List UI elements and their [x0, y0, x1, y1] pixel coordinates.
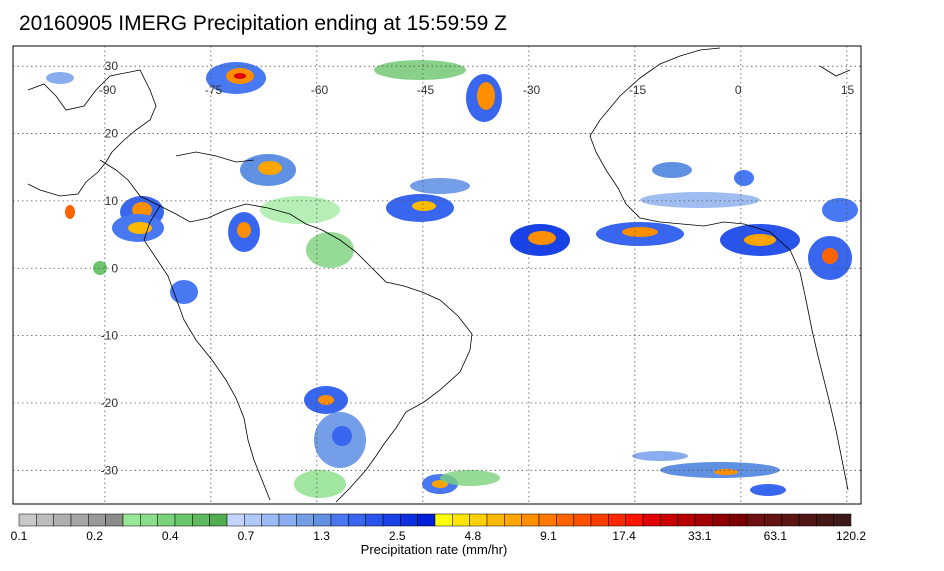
latitude-label: -20 [101, 396, 119, 410]
colorbar-swatch [174, 513, 193, 527]
colorbar-swatch [798, 513, 817, 527]
colorbar-swatch [625, 513, 644, 527]
latitude-labels: 30 20 10 0 -10 -20 -30 [101, 59, 119, 477]
colorbar-swatch [434, 513, 453, 527]
colorbar-swatch [417, 513, 436, 527]
colorbar-swatch [452, 513, 470, 527]
longitude-labels: -90 -75 -60 -45 -30 -15 0 15 [99, 83, 855, 97]
colorbar-swatch [330, 513, 349, 527]
colorbar-tick-label: 0.7 [238, 529, 255, 543]
colorbar-tick-label: 17.4 [612, 529, 636, 543]
latitude-label: 20 [105, 127, 119, 141]
colorbar-tick-label: 33.1 [688, 529, 712, 543]
colorbar-swatch [746, 513, 765, 527]
latitude-label: 0 [111, 261, 118, 275]
colorbar-swatch [88, 513, 106, 527]
colorbar-swatch [313, 513, 332, 527]
longitude-label: -15 [629, 83, 647, 97]
page-title: 20160905 IMERG Precipitation ending at 1… [19, 12, 507, 35]
colorbar-swatch [677, 513, 696, 527]
colorbar-swatch [244, 513, 262, 527]
latitude-label: 10 [105, 194, 119, 208]
colorbar-tick-label: 120.2 [836, 529, 866, 543]
precipitation-field [46, 60, 858, 498]
colorbar-swatch [36, 513, 54, 527]
colorbar-swatch [504, 513, 522, 527]
colorbar-swatch [608, 513, 626, 527]
colorbar-swatch [53, 513, 72, 527]
colorbar-swatch [833, 513, 852, 527]
longitude-label: 0 [735, 83, 742, 97]
colorbar-swatch [573, 513, 592, 527]
colorbar-swatch [642, 513, 661, 527]
longitude-label: 15 [841, 83, 855, 97]
colorbar-swatch [521, 513, 540, 527]
colorbar-swatch [105, 513, 124, 527]
colorbar-swatch [296, 513, 314, 527]
colorbar-swatch [70, 513, 89, 527]
longitude-label: -45 [417, 83, 435, 97]
colorbar-swatch [140, 513, 158, 527]
colorbar-swatch [261, 513, 280, 527]
colorbar-swatch [764, 513, 782, 527]
coastlines [27, 47, 851, 503]
colorbar-swatches [18, 513, 852, 527]
colorbar-swatch [694, 513, 713, 527]
colorbar-swatch [816, 513, 834, 527]
colorbar-swatch [590, 513, 609, 527]
colorbar-tick-label: 0.4 [162, 529, 179, 543]
colorbar-label: Precipitation rate (mm/hr) [361, 542, 508, 557]
gridlines [13, 46, 861, 504]
colorbar-tick-label: 1.3 [313, 529, 330, 543]
colorbar-tick-label: 4.8 [464, 529, 481, 543]
colorbar-tick-label: 0.1 [11, 529, 28, 543]
colorbar-swatch [348, 513, 366, 527]
colorbar-tick-label: 63.1 [764, 529, 788, 543]
colorbar-swatch [192, 513, 210, 527]
colorbar-swatch [278, 513, 297, 527]
colorbar-swatch [660, 513, 678, 527]
colorbar-swatch [556, 513, 574, 527]
colorbar-tick-label: 2.5 [389, 529, 406, 543]
latitude-label: -10 [101, 329, 119, 343]
colorbar-swatch [712, 513, 730, 527]
map-frame [12, 45, 862, 505]
colorbar-swatch [781, 513, 800, 527]
longitude-label: -90 [99, 83, 117, 97]
colorbar-swatch [469, 513, 488, 527]
colorbar-swatch [729, 513, 748, 527]
colorbar-swatch [486, 513, 505, 527]
colorbar-swatch [209, 513, 228, 527]
latitude-label: 30 [105, 59, 119, 73]
colorbar-tick-label: 0.2 [86, 529, 103, 543]
colorbar-swatch [122, 513, 141, 527]
colorbar-tick-labels: 0.1 0.2 0.4 0.7 1.3 2.5 4.8 9.1 17.4 33.1 63.1 120.… [11, 529, 867, 543]
colorbar-tick-label: 9.1 [540, 529, 557, 543]
colorbar-swatch [382, 513, 401, 527]
longitude-label: -60 [311, 83, 329, 97]
latitude-label: -30 [101, 463, 119, 477]
colorbar-swatch [157, 513, 176, 527]
colorbar-swatch [538, 513, 557, 527]
colorbar-swatch [400, 513, 418, 527]
longitude-label: -75 [205, 83, 223, 97]
colorbar-swatch [365, 513, 384, 527]
colorbar-swatch [226, 513, 245, 527]
colorbar-swatch [18, 513, 37, 527]
longitude-label: -30 [523, 83, 541, 97]
